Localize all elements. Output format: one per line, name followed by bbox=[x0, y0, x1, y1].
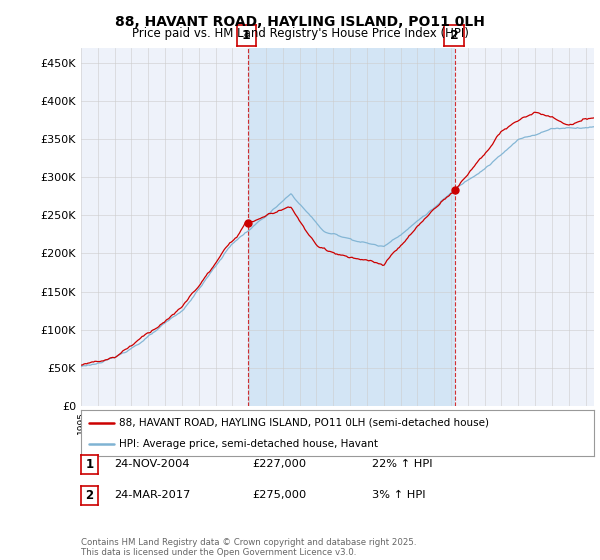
Text: Price paid vs. HM Land Registry's House Price Index (HPI): Price paid vs. HM Land Registry's House … bbox=[131, 27, 469, 40]
Text: Contains HM Land Registry data © Crown copyright and database right 2025.
This d: Contains HM Land Registry data © Crown c… bbox=[81, 538, 416, 557]
Text: £275,000: £275,000 bbox=[252, 490, 306, 500]
Text: 24-NOV-2004: 24-NOV-2004 bbox=[114, 459, 190, 469]
Text: 2: 2 bbox=[449, 29, 458, 43]
Text: 3% ↑ HPI: 3% ↑ HPI bbox=[372, 490, 425, 500]
Text: 88, HAVANT ROAD, HAYLING ISLAND, PO11 0LH: 88, HAVANT ROAD, HAYLING ISLAND, PO11 0L… bbox=[115, 15, 485, 29]
Bar bbox=[248, 48, 455, 406]
Text: £227,000: £227,000 bbox=[252, 459, 306, 469]
Text: HPI: Average price, semi-detached house, Havant: HPI: Average price, semi-detached house,… bbox=[119, 439, 379, 449]
Text: 1: 1 bbox=[85, 458, 94, 471]
Text: 22% ↑ HPI: 22% ↑ HPI bbox=[372, 459, 433, 469]
Text: 1: 1 bbox=[242, 29, 251, 43]
Text: 2: 2 bbox=[85, 489, 94, 502]
Text: 24-MAR-2017: 24-MAR-2017 bbox=[114, 490, 190, 500]
Text: 88, HAVANT ROAD, HAYLING ISLAND, PO11 0LH (semi-detached house): 88, HAVANT ROAD, HAYLING ISLAND, PO11 0L… bbox=[119, 418, 490, 428]
